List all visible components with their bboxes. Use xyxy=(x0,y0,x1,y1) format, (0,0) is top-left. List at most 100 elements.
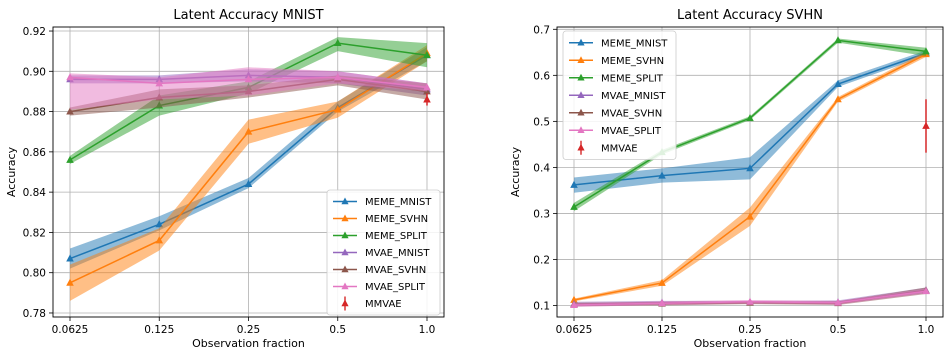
series-meme-svhn xyxy=(66,45,431,301)
legend-box xyxy=(562,30,677,160)
data-point xyxy=(570,300,578,308)
legend-item: MMVAE xyxy=(577,140,638,155)
legend-marker xyxy=(577,91,585,99)
legend-marker xyxy=(577,108,585,116)
legend: MEME_MNIST MEME_SVHN MEME_SPLIT MVAE_MNIST M… xyxy=(326,189,441,316)
data-point xyxy=(746,113,754,122)
legend-marker xyxy=(341,248,349,256)
series-mvae-split xyxy=(66,67,431,110)
data-point xyxy=(658,278,666,286)
legend-label: MVAE_SVHN xyxy=(601,108,662,119)
legend-label: MMVAE xyxy=(365,299,402,310)
y-tick-label: 0.6 xyxy=(533,70,550,82)
legend-box xyxy=(326,189,441,316)
data-point xyxy=(155,79,164,87)
legend-label: MEME_SPLIT xyxy=(601,73,664,84)
y-axis-label: Accuracy xyxy=(5,146,18,197)
plot-frame xyxy=(52,26,445,318)
data-point xyxy=(66,254,74,262)
data-point xyxy=(155,220,164,228)
y-tick-label: 0.86 xyxy=(23,147,47,159)
legend: MEME_MNIST MEME_SVHN MEME_SPLIT MVAE_MNIST M… xyxy=(562,30,677,160)
y-tick-label: 0.7 xyxy=(533,24,550,36)
legend-item: MVAE_SVHN xyxy=(333,265,426,276)
data-point xyxy=(834,298,842,306)
chart-title: Latent Accuracy MNIST xyxy=(173,8,323,23)
legend-label: MMVAE xyxy=(601,143,638,154)
data-point xyxy=(658,298,666,307)
legend-item: MEME_SPLIT xyxy=(333,231,428,242)
legend-label: MEME_MNIST xyxy=(601,38,668,49)
y-tick-label: 0.80 xyxy=(23,268,46,280)
legend-marker xyxy=(341,231,349,239)
data-point xyxy=(244,179,253,188)
data-point xyxy=(746,164,754,172)
data-point xyxy=(155,236,164,244)
data-point xyxy=(922,47,930,55)
data-point xyxy=(746,297,754,305)
data-point xyxy=(66,73,74,81)
x-axis-label: Observation fraction xyxy=(694,337,807,349)
data-point xyxy=(834,36,842,44)
legend-marker xyxy=(341,197,349,205)
x-tick-label: 0.125 xyxy=(144,324,174,336)
y-tick-label: 0.3 xyxy=(533,208,550,220)
data-point xyxy=(922,287,930,295)
y-tick-label: 0.1 xyxy=(533,300,550,312)
legend-marker xyxy=(577,38,585,46)
data-point xyxy=(658,171,666,179)
data-point xyxy=(333,73,342,81)
chart-2: Latent Accuracy SVHN 0.0625 0.125 0.25 0.5 1.… xyxy=(509,8,944,349)
legend-label: MVAE_MNIST xyxy=(365,248,430,259)
data-point xyxy=(66,155,74,163)
x-tick-label: 0.125 xyxy=(647,324,677,336)
legend-item: MVAE_SPLIT xyxy=(333,282,426,293)
y-tick-label: 0.5 xyxy=(533,116,550,128)
legend-label: MVAE_MNIST xyxy=(601,91,666,102)
data-point xyxy=(423,83,431,91)
legend-marker xyxy=(577,126,585,134)
plot-frame xyxy=(556,26,944,318)
legend-item: MEME_MNIST xyxy=(569,38,668,49)
y-axis-label: Accuracy xyxy=(509,146,522,197)
x-tick-label: 0.0625 xyxy=(52,324,89,336)
legend-marker xyxy=(341,214,349,222)
data-point xyxy=(66,278,74,286)
y-tick-label: 0.4 xyxy=(533,162,550,174)
x-tick-label: 1.0 xyxy=(918,324,935,336)
legend-item: MMVAE xyxy=(341,296,402,311)
x-tick-label: 0.0625 xyxy=(556,324,593,336)
chart-1: Latent Accuracy MNIST 0.0625 0.125 0.25 0.5 1… xyxy=(5,8,445,349)
x-tick-label: 1.0 xyxy=(419,324,436,336)
chart-title: Latent Accuracy SVHN xyxy=(677,8,823,23)
legend-label: MEME_MNIST xyxy=(365,197,432,208)
data-point xyxy=(423,95,431,103)
series-meme-split xyxy=(570,36,930,212)
legend-item: MEME_SVHN xyxy=(569,56,664,67)
data-point xyxy=(333,105,342,113)
data-point xyxy=(333,38,342,47)
legend-item: MVAE_MNIST xyxy=(569,91,666,102)
y-tick-label: 0.88 xyxy=(23,107,46,119)
x-axis-label: Observation fraction xyxy=(192,337,305,349)
legend-label: MEME_SVHN xyxy=(601,56,664,67)
legend-label: MVAE_SPLIT xyxy=(601,126,662,137)
data-point xyxy=(922,121,930,129)
y-tick-label: 0.84 xyxy=(23,187,47,199)
legend-item: MVAE_SPLIT xyxy=(569,126,662,137)
series-mvae-split xyxy=(570,287,930,308)
x-tick-label: 0.5 xyxy=(329,324,346,336)
data-point xyxy=(834,95,842,103)
data-point xyxy=(570,202,578,210)
legend-label: MVAE_SPLIT xyxy=(365,282,426,293)
legend-label: MVAE_SVHN xyxy=(365,265,426,276)
legend-label: MEME_SVHN xyxy=(365,214,428,225)
data-point xyxy=(423,50,431,59)
legend-marker xyxy=(341,299,349,307)
y-tick-label: 0.92 xyxy=(23,26,46,38)
y-tick-label: 0.78 xyxy=(23,308,46,320)
legend-item: MVAE_MNIST xyxy=(333,248,430,259)
legend-label: MEME_SPLIT xyxy=(365,231,428,242)
x-tick-label: 0.25 xyxy=(738,324,761,336)
